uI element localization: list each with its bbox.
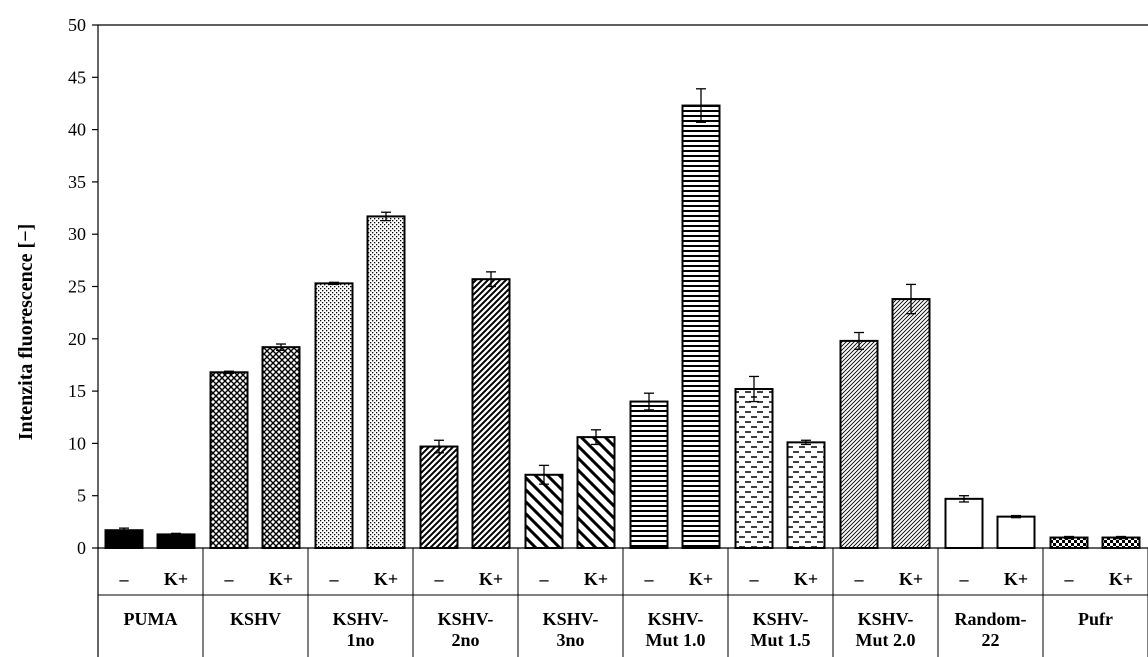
y-tick-label: 15 <box>68 381 86 401</box>
bar <box>681 104 721 550</box>
y-tick-label: 10 <box>68 433 86 453</box>
category-labels: – K+PUMA– K+KSHV– K+KSHV-1no– K+KSHV-2no– K+K… <box>119 569 1134 650</box>
condition-label: K+ <box>269 569 293 589</box>
group-label: KSHV- <box>543 609 599 629</box>
condition-label: K+ <box>374 569 398 589</box>
group-label: PUMA <box>124 609 178 629</box>
bar <box>944 497 984 550</box>
condition-label: – <box>959 569 970 589</box>
condition-label: – <box>539 569 550 589</box>
y-tick-label: 20 <box>68 329 86 349</box>
condition-label: – <box>644 569 655 589</box>
condition-label: – <box>1064 569 1075 589</box>
condition-label: K+ <box>584 569 608 589</box>
bar <box>419 445 459 549</box>
group-label: Random- <box>954 609 1026 629</box>
condition-label: K+ <box>794 569 818 589</box>
bar <box>471 278 511 549</box>
condition-label: – <box>854 569 865 589</box>
group-label: KSHV <box>230 609 281 629</box>
group-label: 1no <box>346 630 374 650</box>
bar <box>314 282 354 549</box>
group-label: KSHV- <box>858 609 914 629</box>
y-tick-label: 30 <box>68 224 86 244</box>
bar <box>366 215 406 549</box>
y-tick-label: 50 <box>68 15 86 35</box>
condition-label: – <box>119 569 130 589</box>
y-axis-label: Intenzita fluorescence [−] <box>15 224 37 441</box>
bars <box>104 104 1141 550</box>
y-tick-label: 0 <box>77 538 86 558</box>
condition-label: – <box>224 569 235 589</box>
group-label: KSHV- <box>333 609 389 629</box>
condition-label: K+ <box>689 569 713 589</box>
group-label: 2no <box>451 630 479 650</box>
group-label: Mut 2.0 <box>856 630 916 650</box>
condition-label: – <box>749 569 760 589</box>
bar <box>156 533 196 549</box>
group-label: Mut 1.5 <box>751 630 811 650</box>
bar <box>576 436 616 549</box>
bar <box>629 400 669 549</box>
bar <box>524 473 564 549</box>
condition-label: – <box>434 569 445 589</box>
condition-label: K+ <box>899 569 923 589</box>
group-label: Pufr <box>1078 609 1113 629</box>
condition-label: K+ <box>164 569 188 589</box>
y-tick-label: 5 <box>77 486 86 506</box>
condition-label: K+ <box>1109 569 1133 589</box>
bar <box>839 339 879 549</box>
condition-label: – <box>329 569 340 589</box>
bar <box>891 298 931 549</box>
y-tick-label: 35 <box>68 172 86 192</box>
bar <box>734 388 774 549</box>
condition-label: K+ <box>1004 569 1028 589</box>
group-label: KSHV- <box>438 609 494 629</box>
bar <box>786 441 826 549</box>
y-tick-label: 25 <box>68 277 86 297</box>
bar <box>209 371 249 549</box>
bar <box>261 346 301 549</box>
y-tick-label: 40 <box>68 120 86 140</box>
condition-label: K+ <box>479 569 503 589</box>
group-label: 22 <box>982 630 1000 650</box>
error-bars <box>119 88 1126 540</box>
y-tick-label: 45 <box>68 67 86 87</box>
group-label: 3no <box>556 630 584 650</box>
group-label: KSHV- <box>753 609 809 629</box>
bar <box>996 515 1036 549</box>
axes: 0 5 10 15 20 25 30 35 40 45 50 <box>68 15 1148 657</box>
group-label: KSHV- <box>648 609 704 629</box>
group-label: Mut 1.0 <box>646 630 706 650</box>
